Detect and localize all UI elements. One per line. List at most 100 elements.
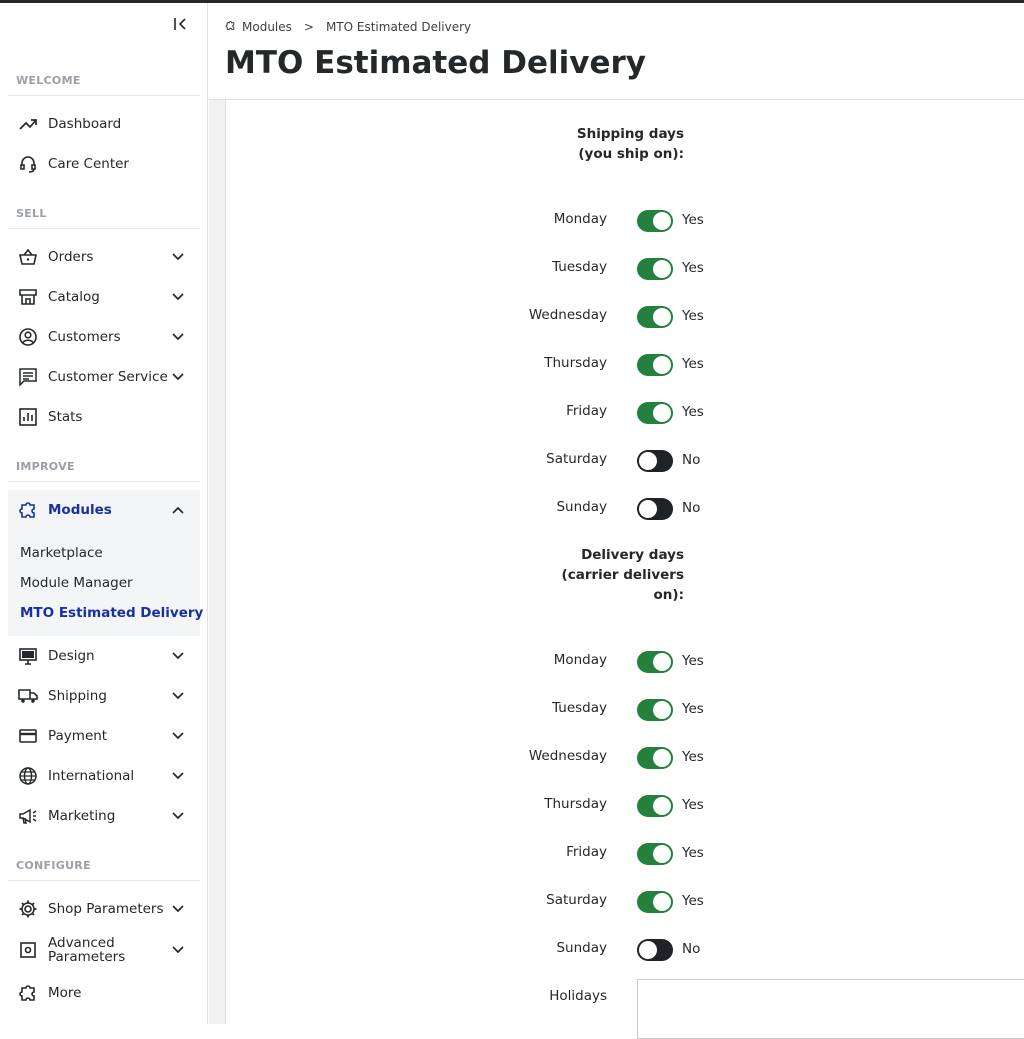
sidebar-item-label: Orders — [48, 249, 94, 265]
truck-icon — [17, 685, 39, 707]
credit-card-icon — [17, 725, 39, 747]
sidebar-item-care-center[interactable]: Care Center — [8, 144, 200, 184]
shipping-label-tuesday: Tuesday — [552, 259, 607, 275]
sidebar-subitem-mto-estimated-delivery[interactable]: MTO Estimated Delivery — [20, 605, 204, 621]
page-title: MTO Estimated Delivery — [225, 45, 646, 81]
sidebar-item-dashboard[interactable]: Dashboard — [8, 104, 200, 144]
toggle-knob — [653, 356, 671, 374]
delivery-toggle-state-friday: Yes — [682, 845, 704, 861]
holidays-label: Holidays — [549, 988, 607, 1004]
delivery-days-title-line: on): — [653, 587, 684, 603]
toggle-knob — [639, 500, 657, 518]
delivery-toggle-friday[interactable] — [637, 843, 673, 865]
delivery-toggle-monday[interactable] — [637, 651, 673, 673]
shipping-toggle-wednesday[interactable] — [637, 306, 673, 328]
sidebar-item-label: Shop Parameters — [48, 901, 164, 917]
toggle-knob — [653, 845, 671, 863]
chevron-down-icon — [168, 287, 188, 307]
gear-icon — [17, 898, 39, 920]
shipping-toggle-friday[interactable] — [637, 402, 673, 424]
delivery-toggle-saturday[interactable] — [637, 891, 673, 913]
shipping-toggle-sunday[interactable] — [637, 498, 673, 520]
sidebar-item-shipping[interactable]: Shipping — [8, 676, 200, 716]
sidebar-item-label: Customers — [48, 329, 121, 345]
shipping-toggle-saturday[interactable] — [637, 450, 673, 472]
delivery-label-friday: Friday — [566, 844, 607, 860]
toggle-knob — [653, 893, 671, 911]
toggle-knob — [653, 797, 671, 815]
collapse-sidebar-button[interactable] — [170, 14, 190, 34]
top-bar — [0, 0, 1024, 3]
sidebar-item-design[interactable]: Design — [8, 636, 200, 676]
chevron-down-icon — [168, 899, 188, 919]
sidebar-subitem-marketplace[interactable]: Marketplace — [20, 545, 103, 561]
shipping-label-saturday: Saturday — [546, 451, 607, 467]
puzzle-icon — [17, 499, 39, 521]
shipping-toggle-thursday[interactable] — [637, 354, 673, 376]
delivery-toggle-state-sunday: No — [682, 941, 701, 957]
sidebar-item-label: Customer Service — [48, 369, 168, 385]
chevron-down-icon — [168, 327, 188, 347]
shipping-toggle-state-tuesday: Yes — [682, 260, 704, 276]
section-improve: IMPROVE — [16, 460, 75, 473]
shipping-toggle-tuesday[interactable] — [637, 258, 673, 280]
shipping-toggle-monday[interactable] — [637, 210, 673, 232]
chevron-down-icon — [168, 940, 188, 960]
sidebar-item-marketing[interactable]: Marketing — [8, 796, 200, 836]
megaphone-icon — [17, 805, 39, 827]
sidebar-item-label: More — [48, 985, 82, 1001]
delivery-toggle-sunday[interactable] — [637, 939, 673, 961]
breadcrumb-link-modules[interactable]: Modules — [242, 20, 292, 34]
toggle-knob — [653, 749, 671, 767]
sidebar-item-modules[interactable]: Modules — [8, 490, 200, 530]
sidebar-item-advanced-parameters[interactable]: Advanced Parameters — [8, 930, 200, 970]
chevron-down-icon — [168, 686, 188, 706]
sidebar-item-label: Modules — [48, 502, 112, 518]
shipping-label-thursday: Thursday — [544, 355, 607, 371]
sidebar-item-customer-service[interactable]: Customer Service — [8, 357, 200, 397]
sidebar-item-more[interactable]: More — [8, 973, 200, 1013]
sidebar-item-label: Advanced Parameters — [48, 935, 126, 965]
headset-icon — [17, 153, 39, 175]
sidebar-item-orders[interactable]: Orders — [8, 237, 200, 277]
breadcrumb: Modules > MTO Estimated Delivery — [225, 20, 471, 34]
delivery-label-sunday: Sunday — [556, 940, 607, 956]
delivery-days-title: Delivery days (carrier delivers on): — [562, 545, 684, 605]
sidebar-item-label: Dashboard — [48, 116, 122, 132]
message-icon — [17, 366, 39, 388]
holidays-textarea[interactable] — [637, 979, 1024, 1039]
delivery-label-thursday: Thursday — [544, 796, 607, 812]
breadcrumb-separator: > — [303, 20, 314, 34]
delivery-toggle-tuesday[interactable] — [637, 699, 673, 721]
delivery-toggle-wednesday[interactable] — [637, 747, 673, 769]
divider — [8, 95, 200, 96]
sidebar-subitem-module-manager[interactable]: Module Manager — [20, 575, 133, 591]
sidebar-item-label: Catalog — [48, 289, 100, 305]
section-welcome: WELCOME — [16, 74, 81, 87]
shipping-label-monday: Monday — [553, 211, 607, 227]
shipping-label-friday: Friday — [566, 403, 607, 419]
monitor-icon — [17, 645, 39, 667]
chevron-down-icon — [168, 367, 188, 387]
sidebar-item-shop-parameters[interactable]: Shop Parameters — [8, 889, 200, 929]
delivery-toggle-state-thursday: Yes — [682, 797, 704, 813]
delivery-toggle-state-saturday: Yes — [682, 893, 704, 909]
divider — [8, 228, 200, 229]
shipping-label-sunday: Sunday — [556, 499, 607, 515]
sidebar-item-payment[interactable]: Payment — [8, 716, 200, 756]
sidebar-item-stats[interactable]: Stats — [8, 397, 200, 437]
delivery-days-title-line: (carrier delivers — [561, 567, 684, 583]
toggle-knob — [639, 941, 657, 959]
breadcrumb-current: MTO Estimated Delivery — [325, 20, 472, 34]
sidebar-item-catalog[interactable]: Catalog — [8, 277, 200, 317]
shipping-toggle-state-thursday: Yes — [682, 356, 704, 372]
sidebar-item-label: Care Center — [48, 156, 129, 172]
sidebar-item-customers[interactable]: Customers — [8, 317, 200, 357]
sidebar-item-label: Design — [48, 648, 95, 664]
page-header: Modules > MTO Estimated Delivery MTO Est… — [209, 3, 1024, 100]
shipping-days-title-line: (you ship on): — [578, 146, 684, 162]
shipping-days-title: Shipping days (you ship on): — [577, 124, 684, 164]
sidebar-item-international[interactable]: International — [8, 756, 200, 796]
section-configure: CONFIGURE — [16, 859, 91, 872]
delivery-toggle-thursday[interactable] — [637, 795, 673, 817]
